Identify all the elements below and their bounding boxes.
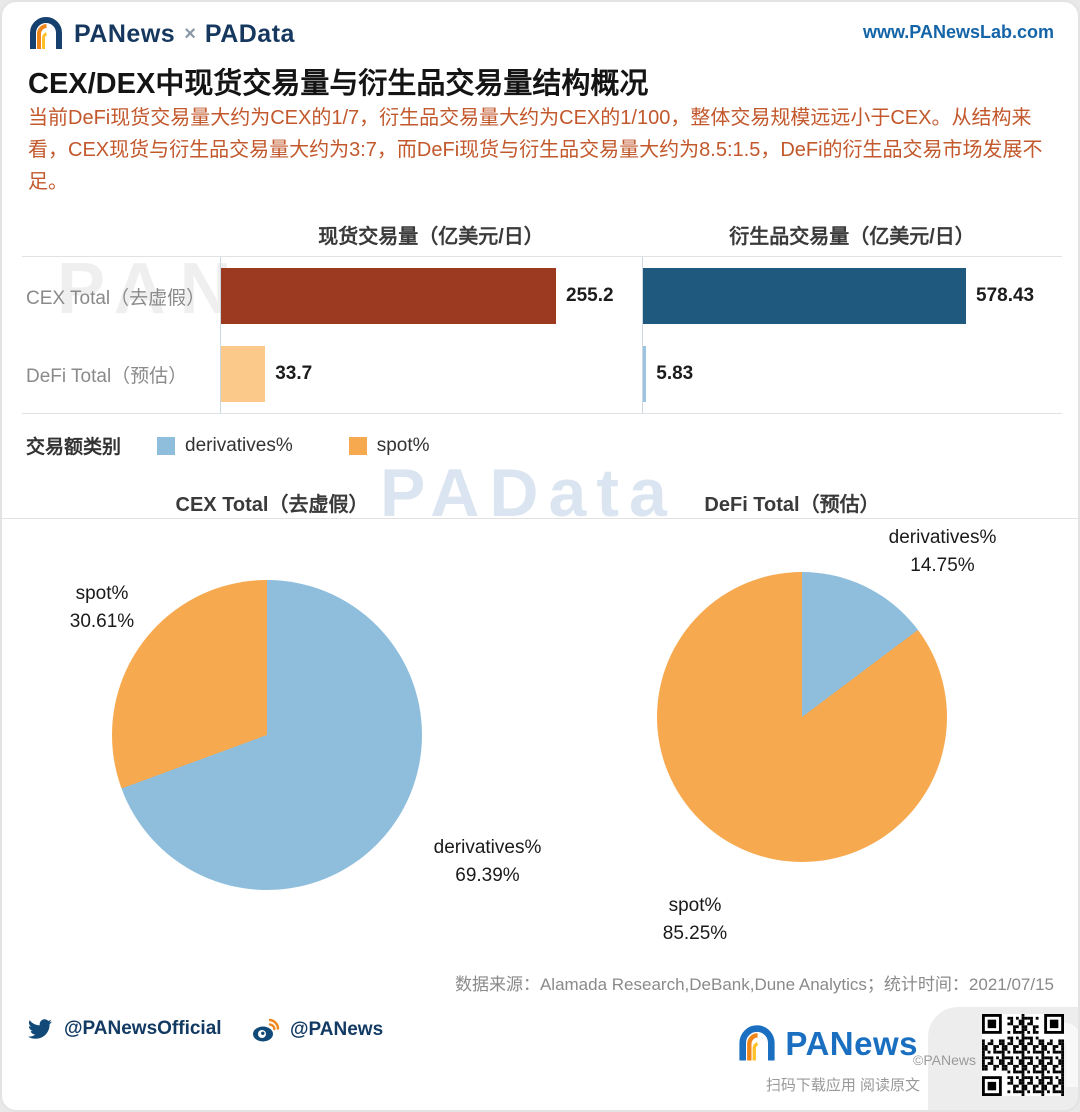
brand: PANews × PAData bbox=[26, 14, 295, 54]
legend: 交易额类别 derivatives% spot% bbox=[26, 432, 486, 459]
weibo-icon bbox=[253, 1018, 280, 1042]
callout-value: 85.25% bbox=[662, 923, 728, 944]
copyright: ©PANews bbox=[913, 1052, 976, 1068]
page-title: CEX/DEX中现货交易量与衍生品交易量结构概况 bbox=[28, 68, 649, 100]
callout-label: spot% bbox=[668, 895, 722, 916]
spot-panel-defi: 33.7 bbox=[220, 335, 642, 413]
panews-logo-icon bbox=[30, 17, 62, 49]
callout-value: 69.39% bbox=[455, 865, 520, 886]
divider bbox=[22, 413, 1062, 414]
bar-value-defi-derivatives: 5.83 bbox=[656, 363, 694, 384]
weibo-handle-text: @PANews bbox=[290, 1019, 384, 1040]
spot-volume-header: 现货交易量（亿美元/日） bbox=[318, 226, 544, 248]
twitter-handle[interactable]: @PANewsOfficial bbox=[26, 1017, 222, 1041]
callout-label: spot% bbox=[75, 583, 129, 604]
spot-panel-cex: 255.2 bbox=[220, 257, 642, 335]
bar-defi-spot bbox=[221, 346, 266, 402]
pie-title-cex: CEX Total（去虚假） bbox=[175, 494, 369, 516]
qr-code bbox=[982, 1014, 1064, 1096]
legend-label-spot: spot% bbox=[376, 434, 430, 456]
qr-caption: 扫码下载应用 阅读原文 bbox=[765, 1077, 920, 1094]
website-link[interactable]: www.PANewsLab.com bbox=[862, 22, 1054, 42]
callout-cex-derivatives: derivatives% 69.39% bbox=[410, 834, 565, 890]
footer-logo: PANews bbox=[735, 1022, 918, 1066]
bar-row-cex: CEX Total（去虚假） 255.2 578.43 bbox=[2, 257, 1078, 335]
description: 当前DeFi现货交易量大约为CEX的1/7，衍生品交易量大约为CEX的1/100… bbox=[28, 107, 1043, 193]
bar-value-cex-spot: 255.2 bbox=[566, 285, 614, 306]
derivatives-volume-header: 衍生品交易量（亿美元/日） bbox=[729, 226, 975, 248]
callout-cex-spot: spot% 30.61% bbox=[37, 580, 167, 636]
weibo-handle[interactable]: @PANews bbox=[252, 1017, 383, 1043]
bar-value-cex-derivatives: 578.43 bbox=[976, 285, 1035, 306]
row-label-defi: DeFi Total（预估） bbox=[26, 365, 188, 387]
divider bbox=[22, 256, 1062, 257]
twitter-handle-text: @PANewsOfficial bbox=[64, 1018, 222, 1039]
brand-separator: × bbox=[184, 22, 196, 45]
derivatives-panel-cex: 578.43 bbox=[642, 257, 1062, 335]
callout-value: 30.61% bbox=[69, 611, 135, 632]
callout-label: derivatives% bbox=[433, 837, 542, 858]
pie-title-defi: DeFi Total（预估） bbox=[704, 494, 880, 516]
callout-label: derivatives% bbox=[888, 527, 997, 548]
pie-chart-defi bbox=[657, 572, 947, 862]
panews-logo-icon bbox=[739, 1025, 775, 1061]
bar-cex-derivatives bbox=[643, 268, 966, 324]
pie-chart-cex bbox=[112, 580, 422, 890]
data-source: 数据来源：Alamada Research,DeBank,Dune Analyt… bbox=[454, 975, 1054, 994]
derivatives-panel-defi: 5.83 bbox=[642, 335, 1062, 413]
twitter-icon bbox=[28, 1019, 52, 1039]
callout-defi-spot: spot% 85.25% bbox=[620, 892, 770, 948]
callout-value: 14.75% bbox=[910, 555, 975, 576]
brand-padata: PAData bbox=[204, 19, 295, 48]
bar-cex-spot bbox=[221, 268, 556, 324]
spot-swatch-icon bbox=[348, 436, 367, 455]
footer-logo-text: PANews bbox=[785, 1025, 918, 1062]
legend-item-derivatives: derivatives% bbox=[157, 435, 293, 457]
derivatives-swatch-icon bbox=[157, 436, 176, 455]
bar-defi-derivatives bbox=[643, 346, 647, 402]
legend-title: 交易额类别 bbox=[26, 437, 122, 458]
callout-defi-derivatives: derivatives% 14.75% bbox=[860, 524, 1025, 580]
legend-label-derivatives: derivatives% bbox=[185, 434, 293, 456]
bar-value-defi-spot: 33.7 bbox=[275, 363, 313, 384]
row-label-cex: CEX Total（去虚假） bbox=[26, 287, 206, 309]
bar-row-defi: DeFi Total（预估） 33.7 5.83 bbox=[2, 335, 1078, 413]
brand-panews: PANews bbox=[74, 19, 176, 48]
legend-item-spot: spot% bbox=[348, 434, 430, 457]
divider bbox=[2, 518, 1078, 519]
